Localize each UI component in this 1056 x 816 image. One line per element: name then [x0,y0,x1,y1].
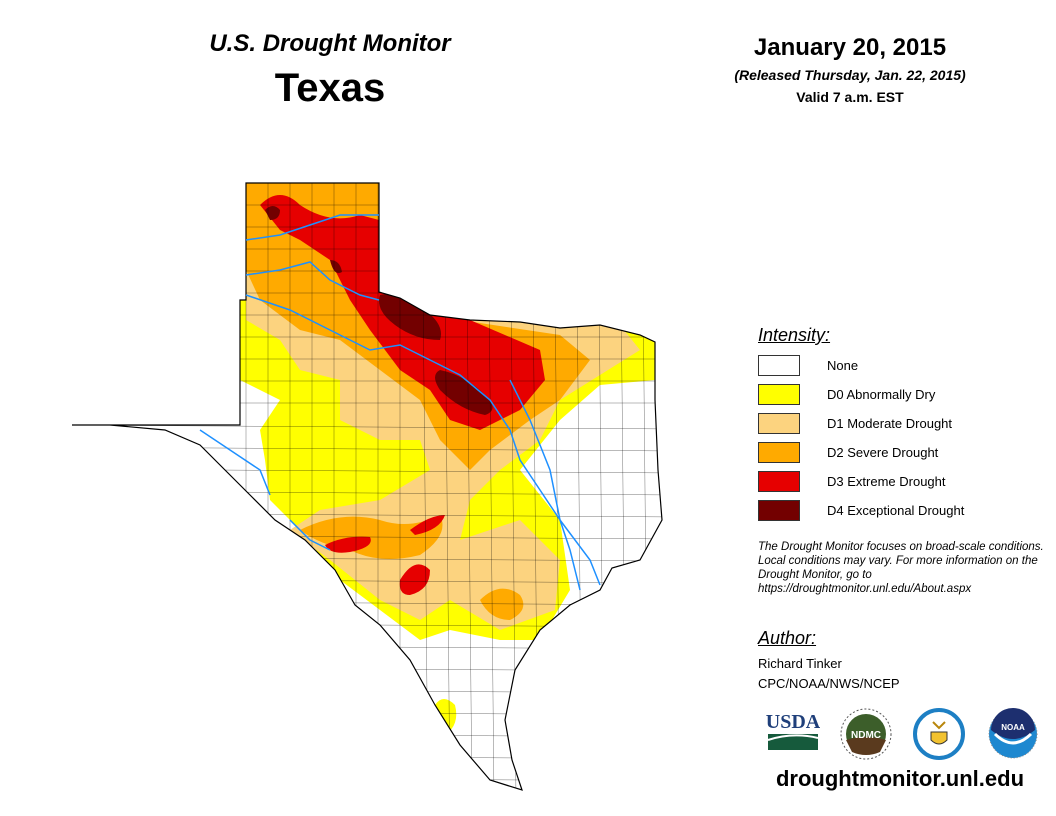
valid-time: Valid 7 a.m. EST [796,89,904,105]
disclaimer-note: The Drought Monitor focuses on broad-sca… [758,541,1044,595]
legend-item-none: None [758,355,858,376]
release-date: (Released Thursday, Jan. 22, 2015) [734,67,966,83]
author-org: CPC/NOAA/NWS/NCEP [758,676,900,691]
legend-label: D3 Extreme Drought [827,474,946,489]
region-title: Texas [274,66,386,110]
legend-swatch [758,442,800,463]
legend-swatch [758,355,800,376]
usda-logo-icon: USDA [766,711,820,750]
red-river [245,214,379,241]
ndmc-logo-icon: NDMC [840,708,892,760]
legend-label: D0 Abnormally Dry [827,387,936,402]
d3-area-south [325,515,445,595]
canadian-river [245,261,380,301]
author-heading: Author: [758,628,817,648]
legend-label: D4 Exceptional Drought [827,503,965,518]
svg-text:USDA: USDA [766,711,820,733]
legend-item-d4: D4 Exceptional Drought [758,500,964,521]
author-name: Richard Tinker [758,656,842,671]
colorado-river [199,429,271,496]
legend-item-d1: D1 Moderate Drought [758,413,952,434]
footer-url-link[interactable]: droughtmonitor.unl.edu [775,766,1025,791]
legend-label: None [827,358,859,373]
commerce-logo-icon [913,708,965,760]
legend-label: D1 Moderate Drought [827,416,953,431]
legend-swatch [758,471,800,492]
svg-text:NOAA: NOAA [1001,723,1025,732]
legend-swatch [758,500,800,521]
pecos-river [289,519,331,551]
svg-text:NDMC: NDMC [851,730,881,741]
legend-title: Intensity: [758,325,831,345]
legend-label: D2 Severe Drought [827,445,939,460]
d0-area-elpaso [72,425,100,435]
legend-item-d3: D3 Extreme Drought [758,471,946,492]
d4-area [265,206,493,415]
map-title: U.S. Drought Monitor [209,30,451,57]
trinity-river [509,379,601,586]
legend-item-d2: D2 Severe Drought [758,442,938,463]
legend-item-d0: D0 Abnormally Dry [758,384,935,405]
map-date: January 20, 2015 [753,34,947,61]
noaa-logo-icon: NOAA [988,708,1038,759]
brazos-river [245,294,581,591]
rivers [199,214,601,591]
legend-swatch [758,413,800,434]
legend-swatch [758,384,800,405]
